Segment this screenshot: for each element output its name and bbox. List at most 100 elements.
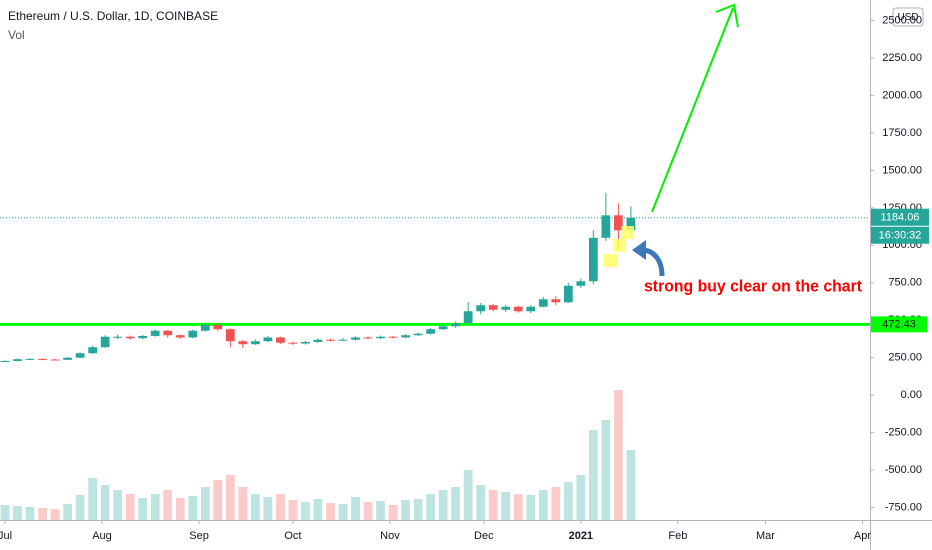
volume-bar (288, 500, 298, 520)
candle-body (614, 215, 623, 231)
candle-body (526, 306, 536, 312)
volume-bar (476, 485, 486, 520)
candle-body (476, 305, 486, 312)
candle-body (363, 337, 373, 339)
volume-bar (538, 490, 548, 520)
yellow-markers (604, 226, 634, 267)
candle-body (13, 359, 22, 362)
candle-body (576, 281, 586, 286)
candle-body (113, 336, 123, 338)
volume-bar (301, 502, 310, 520)
marker (621, 226, 634, 239)
volume-bar (188, 496, 198, 520)
volume-bar (163, 490, 173, 520)
candle-body (163, 330, 173, 336)
volume-bar (100, 485, 110, 520)
blue-arrow (632, 240, 665, 277)
volume-bar (513, 494, 523, 520)
volume-bar (150, 494, 160, 520)
candle-body (150, 330, 160, 336)
volume-bar (488, 490, 498, 520)
x-tick-label: Aug (92, 530, 112, 542)
y-tick-label: 750.00 (888, 277, 922, 289)
y-tick-label: 1500.00 (882, 164, 922, 176)
candle-body (75, 353, 85, 358)
marker (604, 254, 617, 267)
candle-body (138, 335, 148, 339)
volume-bar (75, 495, 85, 520)
volume-bar (588, 430, 598, 520)
candle-body (63, 357, 72, 360)
x-tick-label: Apr (854, 530, 871, 542)
candle-body (0, 361, 10, 363)
y-tick-label: -500.00 (885, 464, 922, 476)
volume-bar (0, 505, 10, 520)
marker (613, 239, 626, 252)
volume-bar (338, 504, 348, 520)
volume-bar (463, 470, 473, 520)
candle-body (551, 299, 561, 303)
arrow-head (715, 3, 739, 28)
volume-bar (438, 490, 448, 520)
volume-bar (501, 492, 511, 520)
candle-body (538, 299, 548, 307)
y-tick-label: 1750.00 (882, 127, 922, 139)
volume-bar (601, 420, 611, 520)
volume-bar (238, 487, 248, 520)
candle-body (213, 324, 223, 330)
volume-bar (276, 494, 285, 520)
candle-body (501, 306, 511, 310)
x-tick-label: Oct (284, 530, 301, 542)
candle-body (50, 359, 60, 361)
volume-bar (138, 498, 148, 520)
candle-body (451, 323, 461, 327)
x-tick-label: Jul (0, 530, 12, 542)
volume-bar (563, 482, 573, 520)
candle-body (25, 358, 35, 360)
hline-label: 472.43 (882, 318, 916, 330)
volume-bar (263, 497, 273, 520)
candle-body (225, 329, 235, 342)
x-tick-label: Sep (189, 530, 209, 542)
x-tick-label: Feb (668, 530, 687, 542)
volume-bar (13, 506, 22, 520)
candle-body (238, 341, 248, 345)
candle-body (88, 347, 98, 354)
candle-body (488, 305, 498, 310)
volume-bar (200, 487, 210, 520)
volume-bar (313, 499, 323, 520)
chart-title: Ethereum / U.S. Dollar, 1D, COINBASE (8, 9, 218, 23)
x-tick-label: Mar (756, 530, 775, 542)
volume-bar (326, 503, 335, 520)
candle-body (313, 339, 323, 342)
currency-box[interactable] (892, 7, 924, 27)
x-tick-label: Dec (474, 530, 494, 542)
candle-body (463, 311, 473, 324)
green-arrow (651, 3, 739, 213)
candle-body (376, 336, 385, 339)
arrow-line (651, 7, 734, 213)
candle-body (563, 285, 573, 303)
candle-body (513, 306, 523, 312)
currency[interactable]: USD (897, 12, 918, 23)
volume-bar (38, 508, 47, 520)
y-tick-label: 2250.00 (882, 52, 922, 64)
annotation: strong buy clear on the chart (644, 276, 862, 295)
last-price-label: 1184.06 (881, 212, 920, 224)
candle-body (288, 342, 298, 344)
y-tick-label: -750.00 (885, 501, 922, 513)
candle-body (326, 339, 335, 341)
candle-body (338, 339, 348, 341)
candle-body (125, 336, 135, 339)
volume-bar (413, 499, 423, 520)
candle-body (601, 215, 611, 238)
candle-body (250, 341, 260, 345)
volume-bar (213, 480, 223, 520)
hline-label-box (871, 316, 927, 333)
volume-bar (63, 504, 72, 520)
candle-body (351, 337, 360, 340)
countdown-box (871, 226, 929, 244)
candle-body (276, 337, 285, 343)
candle-body (413, 333, 423, 336)
y-tick-label: -250.00 (885, 427, 922, 439)
